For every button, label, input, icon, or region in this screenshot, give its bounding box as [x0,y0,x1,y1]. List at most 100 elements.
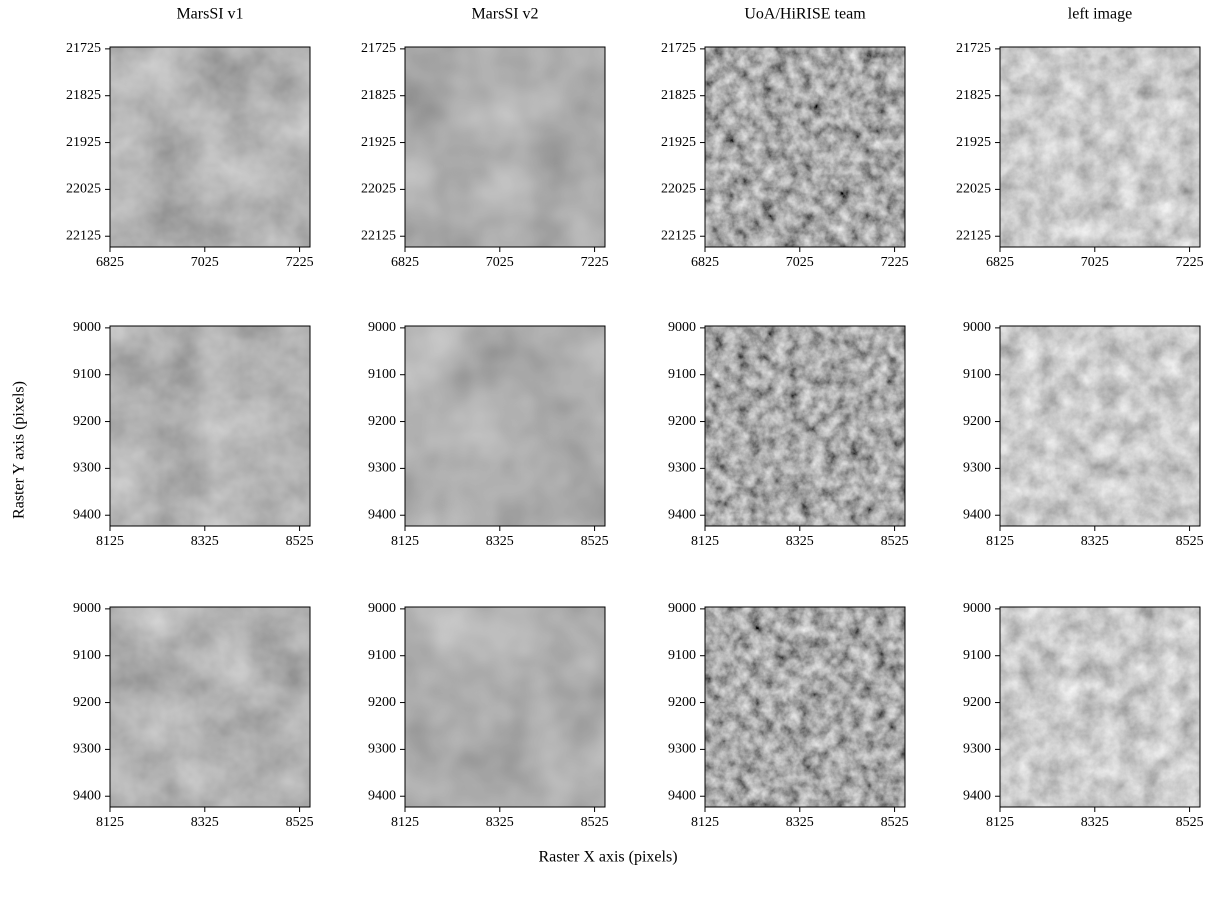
axes-frame [704,46,906,248]
y-tick-label: 9100 [368,648,396,663]
x-tick-label: 8325 [786,534,814,549]
y-tick-label: 9200 [963,695,991,710]
y-tick-label: 9000 [963,601,991,616]
image-panel [405,47,605,247]
x-tick-label: 8525 [1176,815,1204,830]
y-tick-label: 22125 [66,228,101,243]
x-axis-label: Raster X axis (pixels) [538,849,677,866]
x-tick-label: 8325 [191,534,219,549]
axes-frame [109,606,311,808]
y-tick-label: 9100 [963,367,991,382]
axes-frame [109,46,311,248]
y-tick-label: 21825 [956,88,991,103]
x-tick-label: 7025 [486,255,514,270]
y-tick-label: 9200 [73,414,101,429]
x-tick-label: 8325 [486,815,514,830]
y-tick-label: 21925 [956,135,991,150]
y-tick-label: 9300 [963,742,991,757]
y-tick-label: 22125 [361,228,396,243]
axes-frame [404,606,606,808]
x-tick-label: 8525 [1176,534,1204,549]
image-panel [110,326,310,526]
x-tick-label: 8125 [96,534,124,549]
x-tick-label: 7025 [191,255,219,270]
x-tick-label: 7225 [881,255,909,270]
image-panel [1000,47,1200,247]
panel-title: left image [1068,6,1132,23]
y-tick-label: 9400 [963,788,991,803]
y-tick-label: 9400 [368,507,396,522]
y-tick-label: 9300 [368,461,396,476]
y-tick-label: 9200 [368,695,396,710]
x-tick-label: 8125 [986,815,1014,830]
y-tick-label: 9000 [368,320,396,335]
y-tick-label: 9400 [963,507,991,522]
x-tick-label: 6825 [986,255,1014,270]
y-tick-label: 9300 [668,461,696,476]
axes-frame [999,325,1201,527]
y-tick-label: 9200 [368,414,396,429]
y-tick-label: 9100 [73,648,101,663]
y-tick-label: 9100 [668,367,696,382]
x-tick-label: 7225 [581,255,609,270]
image-panel [705,607,905,807]
image-panel [1000,607,1200,807]
x-tick-label: 8125 [986,534,1014,549]
y-tick-label: 21825 [661,88,696,103]
axes-frame [999,46,1201,248]
y-tick-label: 9300 [73,742,101,757]
image-panel [705,326,905,526]
y-tick-label: 9000 [963,320,991,335]
y-tick-label: 9000 [668,320,696,335]
y-tick-label: 9400 [668,788,696,803]
y-tick-label: 21825 [361,88,396,103]
axes-frame [109,325,311,527]
panel-title: MarsSI v2 [471,6,538,23]
x-tick-label: 8525 [581,534,609,549]
image-panel [110,47,310,247]
x-tick-label: 8525 [286,815,314,830]
y-tick-label: 9200 [668,695,696,710]
panel-title: UoA/HiRISE team [744,6,866,23]
y-tick-label: 21925 [661,135,696,150]
y-tick-label: 22025 [361,182,396,197]
y-tick-label: 21725 [661,41,696,56]
y-tick-label: 9200 [73,695,101,710]
panel-title: MarsSI v1 [176,6,243,23]
y-tick-label: 9100 [73,367,101,382]
y-tick-label: 9300 [368,742,396,757]
y-tick-label: 21825 [66,88,101,103]
y-tick-label: 21925 [66,135,101,150]
y-tick-label: 9200 [668,414,696,429]
x-tick-label: 8125 [391,534,419,549]
x-tick-label: 8525 [881,534,909,549]
x-tick-label: 6825 [391,255,419,270]
y-tick-label: 9400 [368,788,396,803]
x-tick-label: 7225 [1176,255,1204,270]
x-tick-label: 7025 [786,255,814,270]
y-tick-label: 22125 [661,228,696,243]
x-tick-label: 8525 [286,534,314,549]
image-panel [1000,326,1200,526]
x-tick-label: 8525 [881,815,909,830]
y-tick-label: 21725 [956,41,991,56]
x-tick-label: 8125 [691,534,719,549]
y-tick-label: 9300 [73,461,101,476]
y-tick-label: 9400 [73,788,101,803]
x-tick-label: 8325 [1081,534,1109,549]
y-tick-label: 9100 [963,648,991,663]
y-tick-label: 9000 [668,601,696,616]
x-tick-label: 8125 [391,815,419,830]
axes-frame [404,325,606,527]
y-tick-label: 22025 [66,182,101,197]
y-tick-label: 9300 [963,461,991,476]
y-tick-label: 9100 [668,648,696,663]
x-tick-label: 7225 [286,255,314,270]
y-tick-label: 9000 [368,601,396,616]
y-tick-label: 22025 [956,182,991,197]
x-tick-label: 6825 [96,255,124,270]
axes-frame [704,325,906,527]
x-tick-label: 8125 [96,815,124,830]
